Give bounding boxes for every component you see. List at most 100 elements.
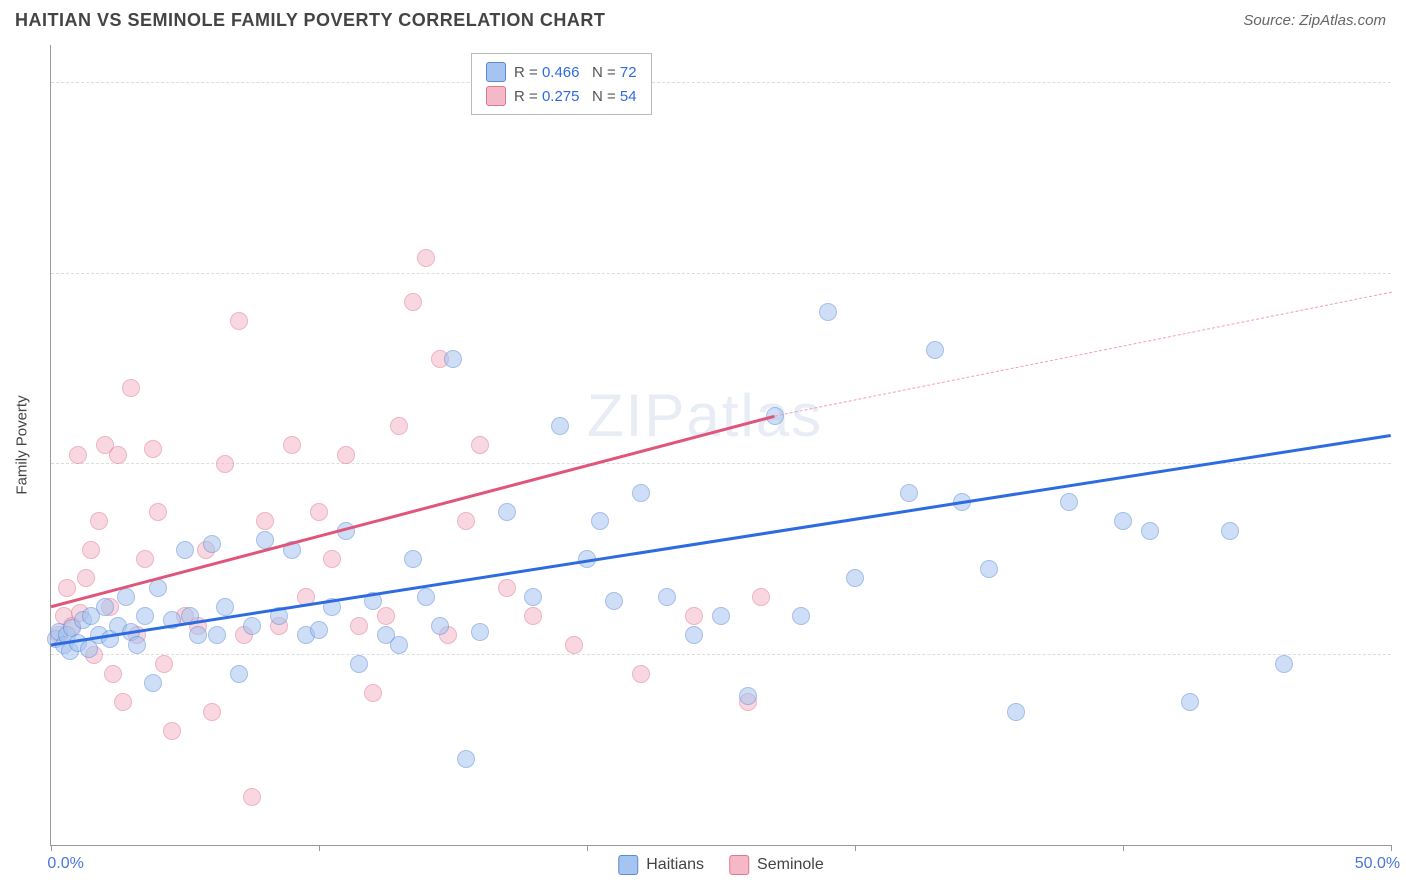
data-point (189, 626, 207, 644)
data-point (471, 436, 489, 454)
legend-swatch (486, 62, 506, 82)
chart-title: HAITIAN VS SEMINOLE FAMILY POVERTY CORRE… (15, 10, 605, 31)
y-axis-label: Family Poverty (14, 395, 31, 494)
data-point (1060, 493, 1078, 511)
data-point (658, 588, 676, 606)
data-point (256, 512, 274, 530)
data-point (685, 607, 703, 625)
data-point (77, 569, 95, 587)
trend-line (774, 292, 1391, 417)
legend-swatch (486, 86, 506, 106)
legend-label: Seminole (757, 856, 824, 874)
data-point (565, 636, 583, 654)
data-point (900, 484, 918, 502)
data-point (310, 503, 328, 521)
legend-item: Haitians (618, 855, 704, 875)
gridline (51, 463, 1391, 464)
data-point (417, 588, 435, 606)
data-point (149, 579, 167, 597)
data-point (685, 626, 703, 644)
x-tick-label: 0.0% (47, 855, 83, 873)
data-point (752, 588, 770, 606)
stats-text: R = 0.275 N = 54 (514, 88, 637, 105)
data-point (58, 579, 76, 597)
series-legend: Haitians Seminole (618, 855, 824, 875)
data-point (230, 665, 248, 683)
data-point (149, 503, 167, 521)
data-point (1007, 703, 1025, 721)
data-point (176, 541, 194, 559)
x-tick (855, 845, 856, 851)
data-point (350, 617, 368, 635)
data-point (1114, 512, 1132, 530)
data-point (243, 617, 261, 635)
x-tick (319, 845, 320, 851)
legend-swatch (729, 855, 749, 875)
data-point (122, 379, 140, 397)
data-point (163, 722, 181, 740)
x-tick (587, 845, 588, 851)
chart-container: Family Poverty ZIPatlas 10.0%20.0%30.0%4… (50, 45, 1390, 845)
gridline (51, 273, 1391, 274)
data-point (457, 750, 475, 768)
data-point (337, 446, 355, 464)
plot-area: ZIPatlas 10.0%20.0%30.0%40.0%0.0%50.0%R … (50, 45, 1391, 846)
data-point (310, 621, 328, 639)
legend-label: Haitians (646, 856, 704, 874)
data-point (980, 560, 998, 578)
data-point (404, 293, 422, 311)
watermark: ZIPatlas (587, 381, 823, 450)
data-point (390, 417, 408, 435)
data-point (498, 579, 516, 597)
data-point (792, 607, 810, 625)
data-point (243, 788, 261, 806)
data-point (203, 703, 221, 721)
data-point (605, 592, 623, 610)
data-point (90, 512, 108, 530)
data-point (136, 607, 154, 625)
data-point (1181, 693, 1199, 711)
data-point (128, 636, 146, 654)
data-point (283, 436, 301, 454)
data-point (926, 341, 944, 359)
data-point (230, 312, 248, 330)
data-point (364, 684, 382, 702)
stats-text: R = 0.466 N = 72 (514, 64, 637, 81)
x-tick-label: 50.0% (1355, 855, 1400, 873)
data-point (417, 249, 435, 267)
data-point (323, 550, 341, 568)
data-point (136, 550, 154, 568)
data-point (551, 417, 569, 435)
data-point (1221, 522, 1239, 540)
data-point (203, 535, 221, 553)
data-point (104, 665, 122, 683)
data-point (350, 655, 368, 673)
legend-swatch (618, 855, 638, 875)
data-point (404, 550, 422, 568)
data-point (144, 440, 162, 458)
data-point (117, 588, 135, 606)
gridline (51, 82, 1391, 83)
data-point (457, 512, 475, 530)
gridline (51, 654, 1391, 655)
data-point (471, 623, 489, 641)
x-tick (1391, 845, 1392, 851)
data-point (632, 484, 650, 502)
data-point (155, 655, 173, 673)
data-point (208, 626, 226, 644)
data-point (591, 512, 609, 530)
data-point (1141, 522, 1159, 540)
x-tick (1123, 845, 1124, 851)
data-point (377, 607, 395, 625)
data-point (144, 674, 162, 692)
data-point (498, 503, 516, 521)
x-tick (51, 845, 52, 851)
data-point (390, 636, 408, 654)
data-point (819, 303, 837, 321)
data-point (632, 665, 650, 683)
data-point (1275, 655, 1293, 673)
data-point (846, 569, 864, 587)
legend-item: Seminole (729, 855, 824, 875)
stats-legend-row: R = 0.466 N = 72 (486, 60, 637, 84)
header: HAITIAN VS SEMINOLE FAMILY POVERTY CORRE… (0, 0, 1406, 36)
